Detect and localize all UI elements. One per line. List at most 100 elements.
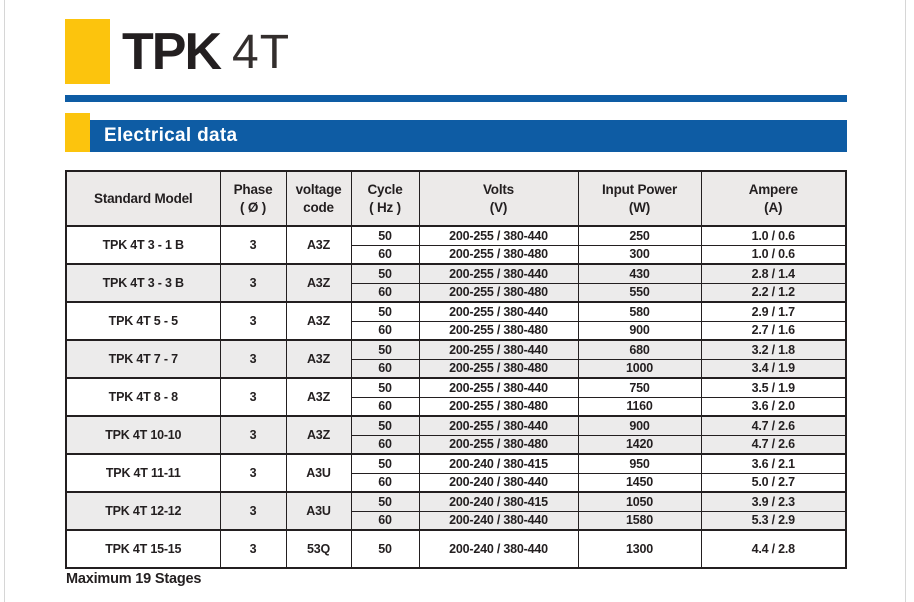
input-power-cell: 300	[577, 244, 702, 265]
ampere-cell: 4.7 / 2.6	[700, 415, 847, 436]
volts-cell: 200-240 / 380-415	[418, 453, 579, 474]
input-power-cell: 900	[577, 415, 702, 436]
input-power-cell: 750	[577, 377, 702, 398]
voltage-code-cell: A3Z	[285, 415, 352, 455]
brand-name: TPK	[122, 23, 222, 81]
ampere-cell: 2.2 / 1.2	[700, 282, 847, 303]
volts-cell: 200-240 / 380-440	[418, 510, 579, 531]
ampere-cell: 5.3 / 2.9	[700, 510, 847, 531]
table-row: 60 200-255 / 380-480 550 2.2 / 1.2	[66, 282, 847, 303]
brand-logo-square	[65, 19, 110, 84]
table-row: TPK 4T 8 - 8 3 A3Z 50 200-255 / 380-440 750 3.…	[65, 377, 847, 417]
section-title-bar: Electrical data	[90, 120, 847, 152]
ampere-cell: 3.5 / 1.9	[700, 377, 847, 398]
model-cell: TPK 4T 10-10	[65, 415, 221, 455]
cycle-cell: 50	[350, 339, 420, 360]
phase-cell: 3	[219, 453, 287, 493]
cycle-cell: 50	[350, 377, 420, 398]
column-header-voltage-code: voltage code	[285, 170, 352, 227]
page-edge-right	[905, 0, 906, 602]
model-cell: TPK 4T 5 - 5	[65, 301, 221, 341]
table-row: TPK 4T 3 - 1 B 3 A3Z 50 200-255 / 380-440 250…	[65, 225, 847, 265]
voltage-code-cell: A3Z	[285, 263, 352, 303]
phase-cell: 3	[219, 529, 287, 569]
ampere-cell: 2.7 / 1.6	[700, 320, 847, 341]
ampere-cell: 3.2 / 1.8	[700, 339, 847, 360]
cycle-cell: 50	[350, 263, 420, 284]
phase-cell: 3	[219, 491, 287, 531]
voltage-code-cell: 53Q	[285, 529, 352, 569]
volts-cell: 200-255 / 380-440	[418, 301, 579, 322]
input-power-cell: 950	[577, 453, 702, 474]
table-row: 60 200-255 / 380-480 1420 4.7 / 2.6	[66, 434, 847, 455]
ampere-cell: 4.4 / 2.8	[700, 529, 847, 569]
cycle-cell: 60	[350, 396, 420, 417]
model-cell: TPK 4T 8 - 8	[65, 377, 221, 417]
input-power-cell: 430	[577, 263, 702, 284]
cycle-cell: 60	[350, 434, 420, 455]
electrical-data-table: Standard Model Phase ( Ø ) voltage code …	[65, 170, 847, 569]
volts-cell: 200-255 / 380-480	[418, 282, 579, 303]
volts-cell: 200-255 / 380-480	[418, 434, 579, 455]
volts-cell: 200-240 / 380-440	[418, 529, 579, 569]
column-header-phase: Phase ( Ø )	[219, 170, 287, 227]
model-cell: TPK 4T 11-11	[65, 453, 221, 493]
section-header: Electrical data	[65, 113, 847, 152]
model-series: 4T	[232, 25, 291, 79]
ampere-cell: 1.0 / 0.6	[700, 244, 847, 265]
column-header-unit: (A)	[764, 199, 783, 215]
voltage-code-cell: A3U	[285, 491, 352, 531]
volts-cell: 200-255 / 380-480	[418, 244, 579, 265]
phase-cell: 3	[219, 225, 287, 265]
cycle-cell: 50	[350, 529, 420, 569]
model-cell: TPK 4T 15-15	[65, 529, 221, 569]
input-power-cell: 1050	[577, 491, 702, 512]
table-row: TPK 4T 12-12 3 A3U 50 200-240 / 380-415 1050 3…	[65, 491, 847, 531]
volts-cell: 200-255 / 380-440	[418, 415, 579, 436]
column-header-unit: code	[303, 199, 334, 215]
cycle-cell: 60	[350, 358, 420, 379]
cycle-cell: 60	[350, 510, 420, 531]
ampere-cell: 3.4 / 1.9	[700, 358, 847, 379]
volts-cell: 200-240 / 380-415	[418, 491, 579, 512]
model-cell: TPK 4T 3 - 1 B	[65, 225, 221, 265]
column-header-ampere: Ampere (A)	[700, 170, 847, 227]
column-header-label: Input Power	[601, 181, 678, 197]
cycle-cell: 60	[350, 320, 420, 341]
volts-cell: 200-255 / 380-440	[418, 377, 579, 398]
column-header-unit: ( Hz )	[369, 199, 401, 215]
column-header-input-power: Input Power (W)	[577, 170, 702, 227]
phase-cell: 3	[219, 339, 287, 379]
column-header-unit: (W)	[628, 199, 651, 215]
ampere-cell: 3.6 / 2.1	[700, 453, 847, 474]
voltage-code-cell: A3Z	[285, 225, 352, 265]
ampere-cell: 3.6 / 2.0	[700, 396, 847, 417]
model-cell: TPK 4T 7 - 7	[65, 339, 221, 379]
cycle-cell: 50	[350, 491, 420, 512]
volts-cell: 200-255 / 380-440	[418, 339, 579, 360]
ampere-cell: 2.9 / 1.7	[700, 301, 847, 322]
table-row: 60 200-240 / 380-440 1450 5.0 / 2.7	[66, 472, 847, 493]
section-title: Electrical data	[104, 125, 238, 146]
ampere-cell: 1.0 / 0.6	[700, 225, 847, 246]
input-power-cell: 1450	[577, 472, 702, 493]
input-power-cell: 680	[577, 339, 702, 360]
cycle-cell: 60	[350, 282, 420, 303]
table-row: TPK 4T 11-11 3 A3U 50 200-240 / 380-415 950 3.…	[65, 453, 847, 493]
page-title: TPK 4T	[122, 20, 290, 84]
cycle-cell: 50	[350, 301, 420, 322]
column-header-unit: ( Ø )	[240, 199, 266, 215]
input-power-cell: 900	[577, 320, 702, 341]
table-header-row: Standard Model Phase ( Ø ) voltage code …	[65, 170, 847, 227]
input-power-cell: 1580	[577, 510, 702, 531]
voltage-code-cell: A3Z	[285, 301, 352, 341]
cycle-cell: 50	[350, 415, 420, 436]
volts-cell: 200-255 / 380-440	[418, 263, 579, 284]
section-accent-square	[65, 113, 90, 152]
table-row: 60 200-255 / 380-480 300 1.0 / 0.6	[66, 244, 847, 265]
table-row: 60 200-255 / 380-480 900 2.7 / 1.6	[66, 320, 847, 341]
input-power-cell: 1300	[577, 529, 702, 569]
table-row: 60 200-240 / 380-440 1580 5.3 / 2.9	[66, 510, 847, 531]
input-power-cell: 580	[577, 301, 702, 322]
volts-cell: 200-255 / 380-480	[418, 358, 579, 379]
